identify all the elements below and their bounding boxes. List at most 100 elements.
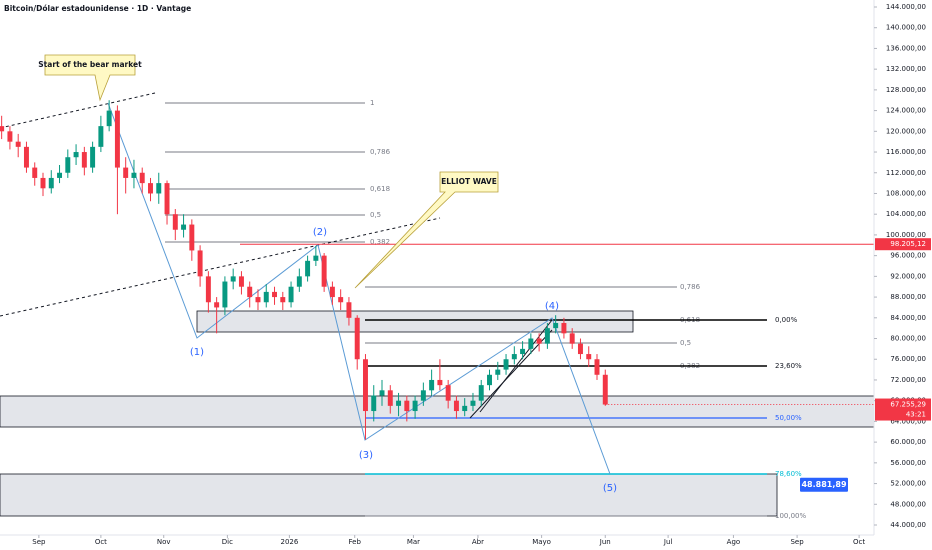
candle-body: [247, 286, 253, 298]
y-tick-label: 52.000,00: [890, 480, 926, 488]
y-tick-label: 112.000,00: [886, 169, 926, 177]
candle-body: [478, 385, 484, 401]
candle-body: [98, 126, 104, 147]
wedge-line: [479, 319, 553, 413]
candle-body: [7, 131, 13, 142]
wave-label: (5): [603, 483, 617, 494]
candle-body: [148, 183, 153, 194]
candle-body: [73, 152, 79, 158]
fib-c: 0,00% 23,60% 50,00% 78,60% 100,00%: [365, 316, 806, 520]
callout: ELLIOT WAVE: [354, 171, 499, 289]
y-tick-label: 56.000,00: [890, 459, 926, 467]
candle-body: [462, 405, 468, 412]
candle-body: [288, 286, 294, 303]
x-tick-label: Nov: [157, 538, 171, 546]
candle-body: [280, 297, 286, 303]
y-tick-label: 128.000,00: [886, 86, 926, 94]
price-tag-label: 67.255,29: [890, 401, 926, 409]
candle-body: [23, 146, 29, 168]
candle-body: [321, 255, 327, 287]
x-tick-label: Jul: [663, 538, 673, 546]
candle-body: [396, 400, 402, 406]
candle-body: [577, 343, 583, 355]
wave-label: (3): [359, 450, 373, 461]
candle-body: [65, 157, 71, 173]
y-tick-label: 88.000,00: [890, 293, 926, 301]
candle-body: [230, 276, 236, 282]
candle-body: [470, 400, 476, 406]
candle-body: [81, 152, 87, 168]
x-tick-label: Oct: [853, 538, 865, 546]
price-axis: [874, 0, 932, 550]
candle-body: [346, 302, 352, 318]
candle-body: [387, 390, 393, 406]
candle-body: [90, 146, 96, 168]
fib-label: 1: [370, 99, 374, 107]
candle-body: [371, 395, 377, 412]
target-tag-label: 48.881,89: [801, 480, 846, 489]
candle-body: [139, 172, 145, 184]
candle-body: [205, 276, 211, 303]
y-tick-label: 140.000,00: [886, 24, 926, 32]
candle-body: [172, 214, 178, 230]
candle-body: [123, 167, 129, 178]
candle-body: [354, 317, 360, 360]
candle-body: [536, 338, 542, 344]
candles: [0, 100, 874, 440]
y-tick-label: 100.000,00: [886, 231, 926, 239]
y-tick-label: 64.000,00: [890, 417, 926, 425]
fib-label: 78,60%: [775, 470, 802, 478]
candle-body: [594, 359, 600, 375]
y-tick-label: 60.000,00: [890, 438, 926, 446]
x-tick-label: Oct: [95, 538, 107, 546]
price-tag: [875, 238, 931, 251]
y-tick-label: 48.000,00: [890, 500, 926, 508]
candle-body: [453, 400, 459, 412]
candle-body: [32, 167, 38, 178]
candle-body: [445, 385, 451, 401]
resistance-zone: [196, 310, 634, 333]
candle-body: [561, 322, 567, 334]
x-tick-label: Sep: [790, 538, 804, 546]
wedge-line: [469, 329, 553, 419]
y-tick-label: 96.000,00: [890, 252, 926, 260]
y-tick-label: 124.000,00: [886, 107, 926, 115]
countdown: 43:21: [906, 411, 926, 419]
y-tick-label: 84.000,00: [890, 314, 926, 322]
support-zone: [0, 395, 875, 428]
fib-label: 100,00%: [775, 512, 806, 520]
x-tick-label: Feb: [349, 538, 362, 546]
fib-label: 23,60%: [775, 362, 802, 370]
y-tick-label: 120.000,00: [886, 127, 926, 135]
y-tick-label: 108.000,00: [886, 189, 926, 197]
price-tag-label: 98.205,12: [890, 240, 926, 248]
x-tick-label: Jun: [599, 538, 611, 546]
candle-body: [131, 172, 137, 178]
fib-label: 0,00%: [775, 316, 798, 324]
fib-label: 0,5: [680, 339, 691, 347]
candle-body: [412, 400, 418, 412]
wave-label: (2): [313, 227, 327, 238]
y-tick-label: 92.000,00: [890, 272, 926, 280]
candle-body: [272, 291, 278, 298]
x-tick-label: Mayo: [532, 538, 551, 546]
channel-line: [0, 217, 441, 317]
candle-body: [544, 328, 550, 344]
candle-body: [263, 291, 269, 303]
candle-body: [495, 369, 501, 375]
candle-body: [553, 322, 559, 329]
candle-body: [214, 302, 220, 308]
y-tick-label: 72.000,00: [890, 376, 926, 384]
x-tick-label: Sep: [32, 538, 46, 546]
channel-line: [0, 92, 156, 129]
candle-body: [437, 379, 443, 386]
wave-path: [107, 102, 611, 475]
candle-body: [181, 224, 187, 230]
fib-label: 0,786: [370, 148, 391, 156]
callout: Start of the bear market: [38, 54, 142, 102]
y-tick-label: 116.000,00: [886, 148, 926, 156]
y-tick-label: 144.000,00: [886, 3, 926, 11]
candle-body: [503, 359, 509, 370]
x-tick-label: 2026: [280, 538, 298, 546]
